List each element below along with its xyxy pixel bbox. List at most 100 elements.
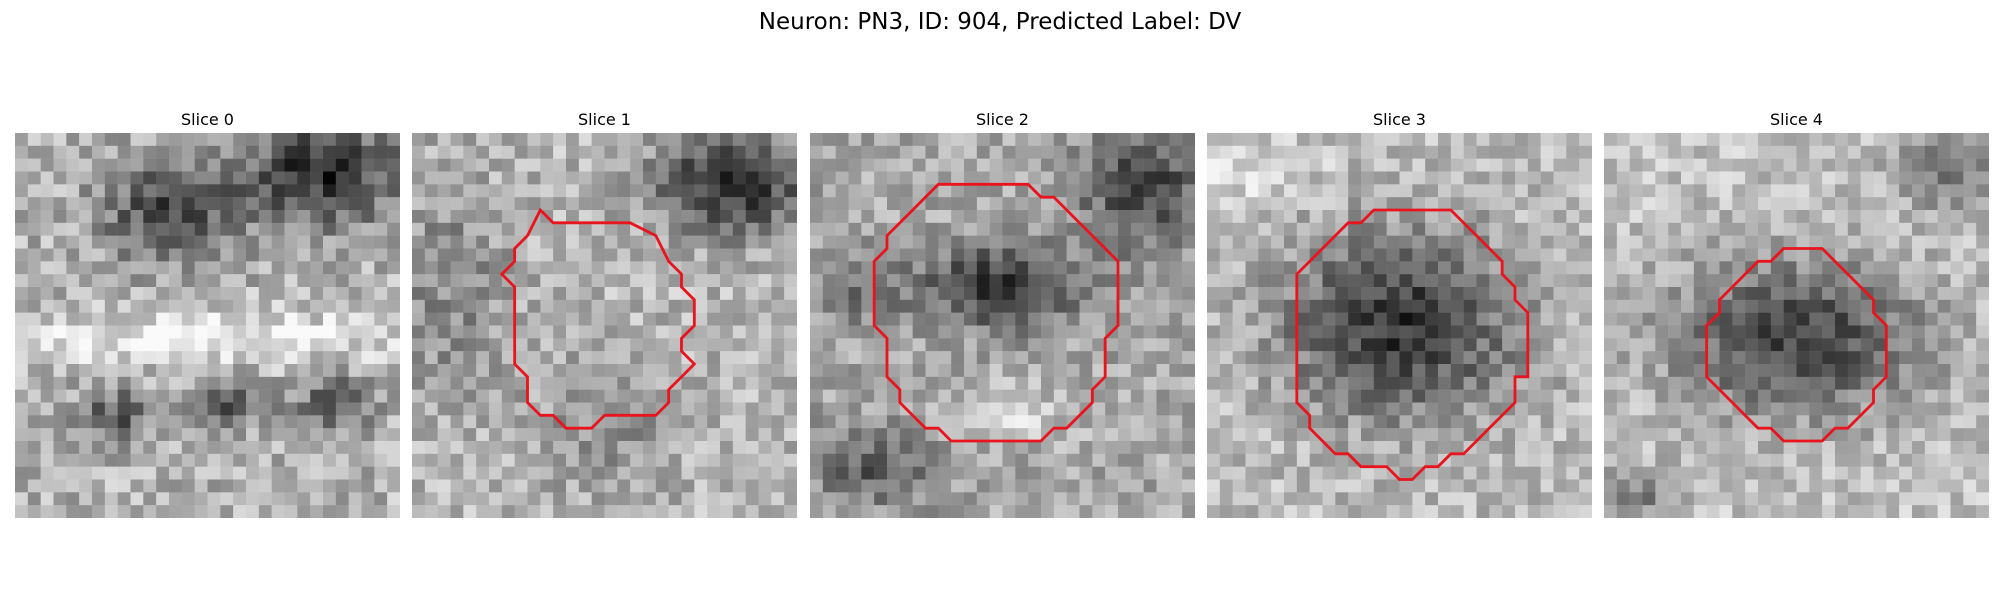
pixel: [938, 364, 952, 378]
pixel: [1284, 158, 1298, 172]
pixel: [1219, 428, 1233, 442]
pixel: [194, 402, 208, 416]
pixel: [1118, 287, 1132, 301]
pixel: [1796, 235, 1810, 249]
pixel: [1847, 492, 1861, 506]
pixel: [1860, 364, 1874, 378]
pixel: [566, 466, 580, 480]
pixel: [194, 364, 208, 378]
pixel: [387, 441, 400, 455]
pixel: [271, 248, 285, 262]
pixel: [1963, 133, 1977, 147]
pixel: [1245, 145, 1259, 159]
pixel: [297, 133, 311, 147]
pixel: [527, 287, 541, 301]
pixel: [758, 171, 772, 185]
pixel: [1450, 466, 1464, 480]
pixel: [514, 133, 528, 147]
pixel: [1835, 145, 1849, 159]
pixel: [1335, 274, 1349, 288]
pixel: [1425, 492, 1439, 506]
pixel: [1847, 210, 1861, 224]
pixel: [1066, 222, 1080, 236]
pixel: [1309, 274, 1323, 288]
pixel: [1105, 274, 1119, 288]
pixel: [1937, 505, 1951, 518]
pixel: [1579, 453, 1592, 467]
pixel: [578, 428, 592, 442]
pixel: [720, 210, 734, 224]
pixel: [1028, 453, 1042, 467]
pixel: [1847, 299, 1861, 313]
pixel: [1296, 287, 1310, 301]
pixel: [681, 133, 695, 147]
pixel: [1745, 274, 1759, 288]
pixel: [1438, 158, 1452, 172]
pixel: [887, 261, 901, 275]
pixel: [1963, 222, 1977, 236]
pixel: [1219, 479, 1233, 493]
pixel: [1502, 197, 1516, 211]
pixel: [720, 428, 734, 442]
pixel: [938, 248, 952, 262]
pixel: [1912, 145, 1926, 159]
pixel: [374, 453, 388, 467]
pixel: [1399, 453, 1413, 467]
pixel: [514, 389, 528, 403]
pixel: [758, 145, 772, 159]
pixel: [437, 466, 451, 480]
pixel: [489, 274, 503, 288]
pixel: [181, 312, 195, 326]
pixel: [694, 492, 708, 506]
pixel: [1412, 492, 1426, 506]
pixel: [1668, 171, 1682, 185]
pixel: [361, 415, 375, 429]
pixel: [694, 210, 708, 224]
pixel: [1169, 338, 1183, 352]
pixel: [1809, 210, 1823, 224]
pixel: [1758, 287, 1772, 301]
pixel: [1463, 428, 1477, 442]
pixel: [374, 492, 388, 506]
pixel: [1361, 287, 1375, 301]
pixel: [976, 248, 990, 262]
pixel: [1348, 184, 1362, 198]
pixel: [1642, 248, 1656, 262]
pixel: [553, 376, 567, 390]
pixel: [412, 428, 426, 442]
pixel: [1476, 364, 1490, 378]
pixel: [1899, 376, 1913, 390]
pixel: [1130, 505, 1144, 518]
pixel: [1169, 222, 1183, 236]
pixel: [1207, 466, 1221, 480]
pixel: [1693, 428, 1707, 442]
pixel: [207, 312, 221, 326]
pixel: [1540, 492, 1554, 506]
pixel: [1732, 299, 1746, 313]
pixel: [1143, 261, 1157, 275]
pixel: [604, 453, 618, 467]
pixel: [361, 453, 375, 467]
pixel: [1732, 415, 1746, 429]
pixel: [15, 325, 29, 339]
pixel: [771, 338, 785, 352]
pixel: [1835, 235, 1849, 249]
slice-title: Slice 4: [1770, 110, 1823, 129]
pixel: [310, 402, 324, 416]
pixel: [310, 441, 324, 455]
pixel: [207, 184, 221, 198]
pixel: [1322, 428, 1336, 442]
pixel: [1130, 133, 1144, 147]
pixel: [861, 428, 875, 442]
pixel: [1579, 210, 1592, 224]
pixel: [553, 389, 567, 403]
pixel: [1284, 312, 1298, 326]
pixel: [1438, 492, 1452, 506]
pixel: [1002, 479, 1016, 493]
pixel: [1041, 441, 1055, 455]
pixel: [104, 248, 118, 262]
pixel: [1450, 274, 1464, 288]
pixel: [284, 364, 298, 378]
pixel: [566, 338, 580, 352]
pixel: [310, 312, 324, 326]
